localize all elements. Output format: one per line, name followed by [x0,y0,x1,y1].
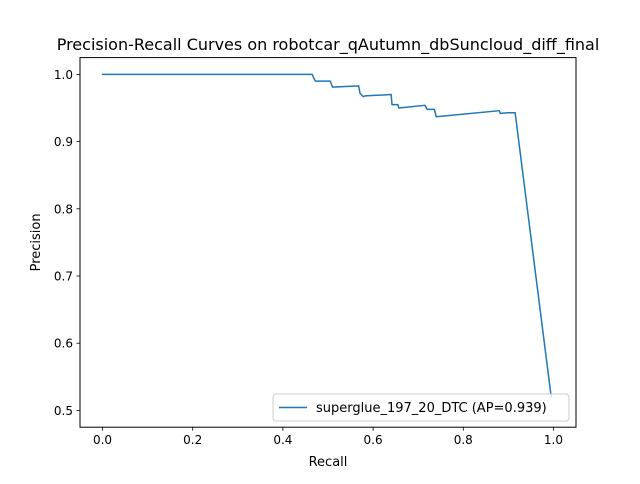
series-layer [101,73,553,398]
series-line [101,73,553,398]
y-axis-label: Precision [29,213,44,271]
x-tick-label: 0.8 [454,433,473,447]
x-tick-label: 1.0 [544,433,563,447]
chart-title: Precision-Recall Curves on robotcar_qAut… [57,35,600,55]
y-tick-label: 0.8 [54,202,73,216]
legend: superglue_197_20_DTC (AP=0.939) [272,393,570,422]
y-tick-label: 0.9 [54,135,73,149]
legend-frame [272,393,570,422]
y-tick-label: 0.5 [54,404,73,418]
x-axis-label: Recall [309,455,348,470]
x-tick-label: 0.0 [93,433,112,447]
x-tick-label: 0.2 [183,433,202,447]
plot-frame [79,57,577,428]
y-tick-label: 0.6 [54,337,73,351]
x-tick-label: 0.4 [273,433,292,447]
y-tick-label: 0.7 [54,270,73,284]
legend-label: superglue_197_20_DTC (AP=0.939) [316,401,547,416]
x-tick-label: 0.6 [364,433,383,447]
y-axis-ticks: 0.5 0.6 0.7 0.8 0.9 1.0 [54,68,80,418]
x-axis-ticks: 0.0 0.2 0.4 0.6 0.8 1.0 [93,427,563,447]
y-tick-label: 1.0 [54,68,73,82]
